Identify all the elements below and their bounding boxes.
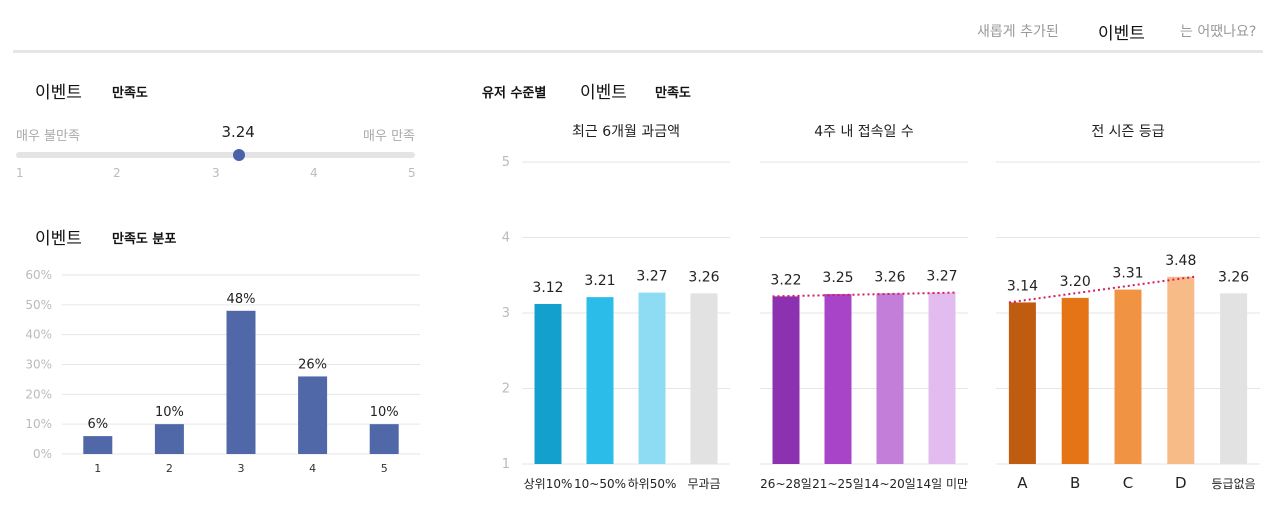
bar	[1061, 297, 1089, 464]
satisfaction-value: 3.24	[221, 123, 255, 141]
x-tick-label: 하위50%	[628, 477, 677, 491]
bar	[876, 293, 904, 464]
bar	[154, 424, 184, 454]
data-label: 3.26	[688, 269, 719, 285]
x-tick-label: 상위10%	[524, 477, 573, 491]
bar	[690, 293, 718, 464]
bar	[928, 292, 956, 464]
distribution-subtitle: 만족도 분포	[112, 232, 177, 247]
bar	[586, 297, 614, 464]
data-label: 3.22	[770, 272, 801, 288]
y-tick-label: 2	[502, 382, 510, 397]
bar	[638, 292, 666, 464]
data-label: 3.26	[874, 269, 905, 285]
x-tick-label: 10~50%	[574, 477, 626, 491]
x-tick-label: 3	[238, 462, 245, 475]
x-tick-label: C	[1123, 474, 1133, 492]
y-tick-label: 20%	[25, 387, 52, 401]
x-tick-label: D	[1175, 474, 1187, 492]
y-tick-label: 30%	[25, 358, 52, 372]
bar	[1167, 276, 1195, 464]
y-tick-label: 1	[502, 457, 510, 472]
bar	[1220, 293, 1248, 464]
data-label: 6%	[87, 417, 108, 432]
data-label: 26%	[298, 357, 327, 372]
data-label: 48%	[227, 292, 256, 307]
slider-tick: 1	[16, 166, 24, 180]
data-label: 3.20	[1060, 274, 1091, 290]
x-tick-label: 5	[381, 462, 388, 475]
bar	[772, 296, 800, 464]
low-label: 매우 불만족	[16, 129, 80, 144]
x-tick-label: 14~20일	[864, 477, 916, 491]
x-tick-label: 무과금	[687, 477, 720, 491]
data-label: 3.26	[1218, 269, 1249, 285]
bar	[824, 294, 852, 464]
x-tick-label: 2	[166, 462, 173, 475]
data-label: 3.31	[1112, 266, 1143, 282]
header-prefix: 새롭게 추가된	[977, 24, 1059, 40]
x-tick-label: 4	[309, 462, 316, 475]
bar	[1008, 302, 1036, 464]
bar	[226, 310, 256, 454]
header-suffix: 는 어땠나요?	[1180, 24, 1257, 40]
y-tick-label: 0%	[33, 447, 52, 461]
slider-tick: 5	[408, 166, 416, 180]
slider-tick: 2	[113, 166, 121, 180]
high-label: 매우 만족	[363, 129, 415, 144]
data-label: 3.14	[1007, 278, 1038, 294]
bar	[534, 303, 562, 464]
data-label: 3.48	[1165, 253, 1196, 269]
y-tick-label: 10%	[25, 417, 52, 431]
header-highlight: 이벤트	[1098, 24, 1145, 44]
user-level-title: 이벤트	[580, 83, 627, 103]
data-label: 3.27	[636, 269, 667, 285]
y-tick-label: 40%	[25, 328, 52, 342]
panel-title: 최근 6개월 과금액	[572, 124, 680, 140]
x-tick-label: A	[1017, 474, 1028, 492]
x-tick-label: 등급없음	[1212, 477, 1256, 491]
bar	[1114, 289, 1142, 464]
slider-tick: 4	[310, 166, 318, 180]
distribution-chart: 0% 10% 20% 30% 40% 50% 60% 6% 1 10% 2 48% 3 26% 4 10% 5	[25, 268, 420, 475]
user-level-subtitle: 만족도	[655, 86, 691, 101]
data-label: 3.21	[584, 273, 615, 289]
user-level-charts: 1 2 3 4 5 최근 6개월 과금액 3.12 상위10% 3.21 10~50% 3.27 하위…	[502, 124, 1260, 492]
data-label: 10%	[370, 405, 399, 420]
bar	[83, 436, 113, 454]
data-label: 3.25	[822, 270, 853, 286]
satisfaction-track	[16, 152, 415, 158]
x-tick-label: 14일 미만	[916, 477, 968, 491]
x-tick-label: 21~25일	[812, 477, 864, 491]
panel-title: 4주 내 접속일 수	[814, 124, 914, 140]
x-tick-label: 1	[94, 462, 101, 475]
y-tick-label: 4	[502, 231, 510, 246]
slider-tick: 3	[212, 166, 220, 180]
data-label: 10%	[155, 405, 184, 420]
satisfaction-subtitle: 만족도	[112, 86, 148, 101]
panel-title: 전 시즌 등급	[1091, 124, 1164, 140]
satisfaction-marker	[233, 149, 246, 161]
data-label: 3.27	[926, 269, 957, 285]
bar	[369, 424, 399, 454]
data-label: 3.12	[532, 280, 563, 296]
bar	[298, 376, 328, 454]
y-tick-label: 3	[502, 306, 510, 321]
x-tick-label: 26~28일	[760, 477, 812, 491]
header-divider	[13, 50, 1263, 53]
trend-line	[772, 291, 956, 298]
y-tick-label: 50%	[25, 298, 52, 312]
distribution-title: 이벤트	[35, 229, 82, 249]
y-tick-label: 5	[502, 155, 510, 170]
user-level-prefix: 유저 수준별	[482, 86, 547, 101]
y-tick-label: 60%	[25, 268, 52, 282]
trend-line	[1008, 275, 1195, 304]
x-tick-label: B	[1070, 474, 1080, 492]
satisfaction-title: 이벤트	[35, 83, 82, 103]
